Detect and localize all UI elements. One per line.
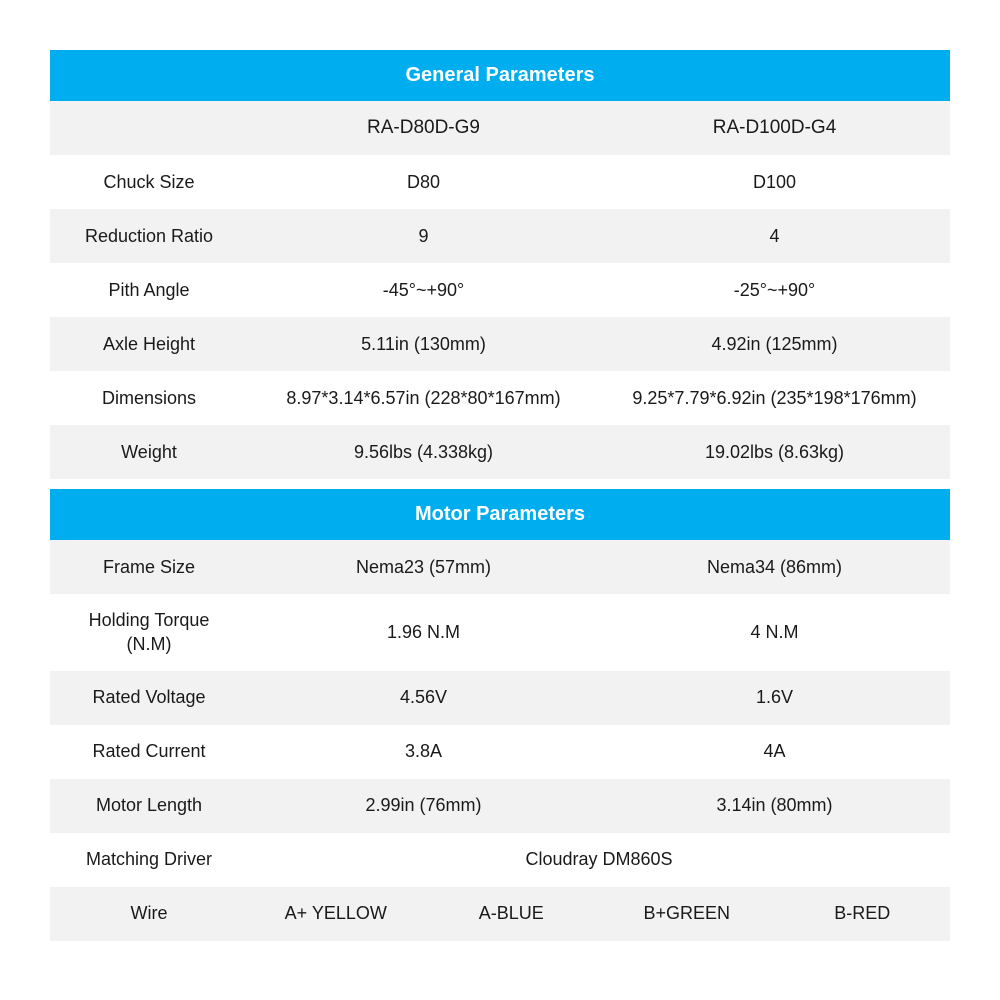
row-label: Frame Size — [50, 541, 248, 593]
row-label: Axle Height — [50, 318, 248, 370]
row-label: Chuck Size — [50, 156, 248, 208]
row-label: Pith Angle — [50, 264, 248, 316]
row-value-col2: -25°~+90° — [599, 264, 950, 316]
spec-table: General Parameters RA-D80D-G9 RA-D100D-G… — [50, 50, 950, 941]
wire-val-2: B+GREEN — [599, 887, 775, 939]
section-gap — [50, 479, 950, 489]
row-value-col1: 2.99in (76mm) — [248, 779, 599, 831]
row-value-col2: 4 — [599, 210, 950, 262]
row-value-col2: 9.25*7.79*6.92in (235*198*176mm) — [599, 372, 950, 424]
table-row: Frame SizeNema23 (57mm)Nema34 (86mm) — [50, 540, 950, 594]
row-value-col2: 1.6V — [599, 671, 950, 723]
row-value-col1: D80 — [248, 156, 599, 208]
wire-row: Wire A+ YELLOW A-BLUE B+GREEN B-RED — [50, 887, 950, 941]
row-value-col2: 4 N.M — [599, 606, 950, 658]
table-row: Weight9.56lbs (4.338kg)19.02lbs (8.63kg) — [50, 425, 950, 479]
row-label: Holding Torque (N.M) — [50, 594, 248, 671]
table-row: Axle Height5.11in (130mm)4.92in (125mm) — [50, 317, 950, 371]
empty-label — [50, 114, 248, 142]
matching-driver-value: Cloudray DM860S — [248, 833, 950, 885]
row-label: Motor Length — [50, 779, 248, 831]
row-value-col1: Nema23 (57mm) — [248, 541, 599, 593]
row-value-col1: 5.11in (130mm) — [248, 318, 599, 370]
row-label: Rated Current — [50, 725, 248, 777]
row-value-col2: 4.92in (125mm) — [599, 318, 950, 370]
motor-params-header: Motor Parameters — [50, 489, 950, 540]
table-row: Rated Voltage4.56V1.6V — [50, 671, 950, 725]
row-label: Rated Voltage — [50, 671, 248, 723]
general-params-header: General Parameters — [50, 50, 950, 101]
model-header-row: RA-D80D-G9 RA-D100D-G4 — [50, 101, 950, 155]
table-row: Chuck SizeD80D100 — [50, 155, 950, 209]
row-label: Weight — [50, 426, 248, 478]
row-value-col2: D100 — [599, 156, 950, 208]
table-row: Pith Angle-45°~+90°-25°~+90° — [50, 263, 950, 317]
row-value-col1: 9 — [248, 210, 599, 262]
row-value-col2: 3.14in (80mm) — [599, 779, 950, 831]
row-value-col1: 4.56V — [248, 671, 599, 723]
wire-val-0: A+ YELLOW — [248, 887, 424, 939]
row-value-col1: 3.8A — [248, 725, 599, 777]
row-value-col2: Nema34 (86mm) — [599, 541, 950, 593]
row-value-col1: -45°~+90° — [248, 264, 599, 316]
model-col1: RA-D80D-G9 — [248, 101, 599, 155]
table-row: Dimensions8.97*3.14*6.57in (228*80*167mm… — [50, 371, 950, 425]
table-row: Holding Torque (N.M)1.96 N.M4 N.M — [50, 594, 950, 671]
row-label: Dimensions — [50, 372, 248, 424]
matching-driver-label: Matching Driver — [50, 833, 248, 885]
row-value-col2: 4A — [599, 725, 950, 777]
table-row: Motor Length2.99in (76mm)3.14in (80mm) — [50, 779, 950, 833]
row-value-col1: 9.56lbs (4.338kg) — [248, 426, 599, 478]
wire-val-3: B-RED — [775, 887, 951, 939]
wire-val-1: A-BLUE — [424, 887, 600, 939]
matching-driver-row: Matching Driver Cloudray DM860S — [50, 833, 950, 887]
model-col2: RA-D100D-G4 — [599, 101, 950, 155]
row-value-col1: 8.97*3.14*6.57in (228*80*167mm) — [248, 372, 599, 424]
row-value-col1: 1.96 N.M — [248, 606, 599, 658]
row-value-col2: 19.02lbs (8.63kg) — [599, 426, 950, 478]
row-label: Reduction Ratio — [50, 210, 248, 262]
wire-label: Wire — [50, 887, 248, 939]
table-row: Rated Current3.8A4A — [50, 725, 950, 779]
table-row: Reduction Ratio94 — [50, 209, 950, 263]
